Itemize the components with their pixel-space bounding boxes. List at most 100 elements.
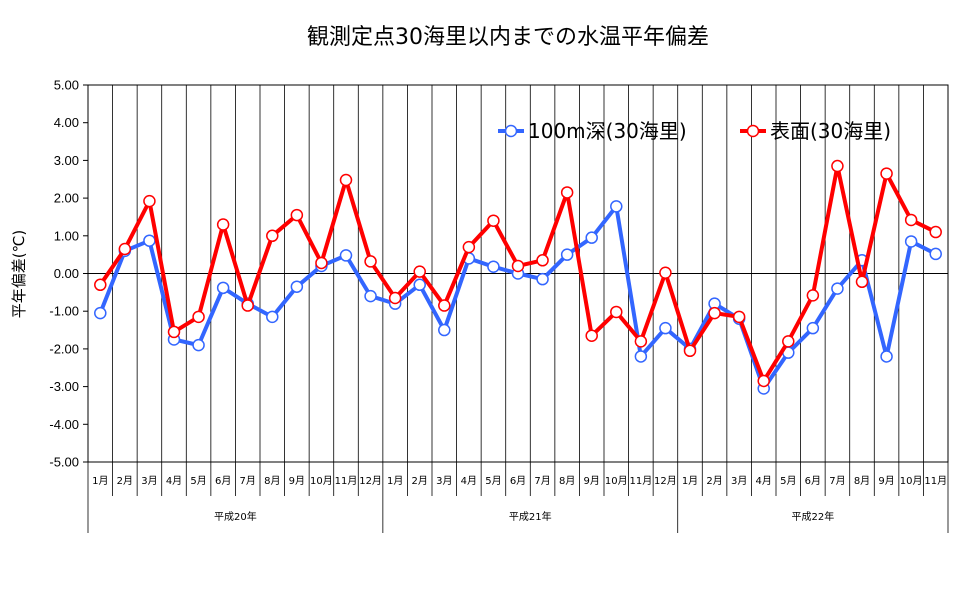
data-point — [560, 248, 574, 261]
data-point — [364, 289, 377, 303]
x-tick-label: 10月 — [310, 475, 333, 487]
x-tick-label: 11月 — [924, 475, 947, 487]
data-point — [487, 214, 500, 227]
data-point — [438, 323, 451, 337]
x-tick-label: 8月 — [264, 475, 280, 487]
x-tick-label: 9月 — [584, 475, 600, 487]
data-point — [167, 325, 181, 339]
x-tick-label: 2月 — [117, 475, 133, 487]
x-tick-label: 7月 — [240, 475, 256, 487]
data-point — [634, 350, 648, 363]
data-point — [610, 200, 623, 213]
data-point — [216, 281, 230, 295]
x-tick-label: 12月 — [359, 475, 382, 487]
data-point — [806, 289, 820, 302]
data-point — [143, 194, 156, 208]
series-1 — [94, 159, 942, 388]
data-point — [610, 305, 623, 319]
group-label: 平成22年 — [791, 510, 834, 523]
x-tick-label: 3月 — [731, 475, 747, 487]
data-point — [683, 344, 697, 358]
data-point — [364, 255, 377, 268]
x-tick-label: 11月 — [335, 475, 358, 487]
data-point — [290, 208, 304, 222]
axes: 5.00 4.00 3.00 2.00 1.00 0.00 -1.00 -2.00 -3.00 -… — [49, 78, 949, 533]
x-tick-label: 4月 — [756, 475, 772, 487]
data-point — [339, 249, 353, 262]
data-point — [462, 240, 476, 254]
legend: 100m深(30海里) 表面(30海里) — [498, 119, 891, 143]
data-point — [438, 299, 451, 312]
x-tick-label: 7月 — [829, 475, 845, 487]
data-point — [560, 186, 574, 199]
data-point — [855, 275, 869, 289]
data-point — [266, 310, 279, 324]
x-tick-label: 6月 — [805, 475, 821, 487]
data-point — [413, 265, 426, 278]
y-tick-label: -3.00 — [49, 379, 79, 394]
data-point — [708, 306, 721, 320]
data-point — [118, 242, 132, 256]
x-tick-label: 6月 — [215, 475, 231, 487]
data-point — [290, 280, 304, 293]
y-tick-label: 4.00 — [54, 115, 79, 130]
x-tick-label: 7月 — [534, 475, 550, 487]
x-tick-label: 8月 — [559, 475, 575, 487]
x-tick-label: 1月 — [387, 475, 403, 487]
data-point — [315, 256, 328, 270]
y-tick-label: 0.00 — [54, 266, 79, 281]
data-point — [388, 291, 402, 305]
y-tick-label: 1.00 — [54, 228, 79, 243]
x-tick-label: 11月 — [629, 475, 652, 487]
x-tick-label: 5月 — [190, 475, 206, 487]
x-tick-label: 5月 — [780, 475, 796, 487]
data-point — [904, 213, 918, 227]
x-tick-label: 6月 — [510, 475, 526, 487]
y-tick-label: 2.00 — [54, 191, 79, 206]
data-point — [585, 329, 598, 342]
legend-marker — [504, 124, 518, 138]
data-point — [880, 350, 893, 363]
x-tick-label: 2月 — [412, 475, 428, 487]
data-point — [192, 310, 205, 324]
y-tick-label: -2.00 — [49, 341, 79, 356]
x-tick-label: 1月 — [92, 475, 108, 487]
data-point — [511, 259, 525, 273]
data-point — [143, 234, 156, 247]
data-point — [831, 159, 844, 173]
legend-label: 100m深(30海里) — [528, 119, 687, 143]
data-point — [585, 231, 598, 244]
y-tick-label: -1.00 — [49, 304, 79, 319]
group-label: 平成20年 — [214, 510, 257, 523]
data-point — [487, 260, 500, 273]
data-point — [806, 321, 820, 335]
series-0 — [94, 200, 942, 395]
x-tick-label: 12月 — [654, 475, 677, 487]
legend-marker — [746, 124, 760, 138]
data-point — [757, 374, 770, 388]
data-point — [192, 338, 205, 352]
data-point — [732, 310, 746, 324]
data-point — [634, 335, 648, 348]
x-tick-label: 5月 — [485, 475, 501, 487]
x-tick-label: 8月 — [854, 475, 870, 487]
x-tick-label: 3月 — [141, 475, 157, 487]
y-tick-label: 3.00 — [54, 153, 79, 168]
data-point — [413, 278, 426, 292]
data-point — [241, 299, 254, 312]
data-point — [216, 218, 230, 231]
data-point — [929, 225, 942, 239]
x-tick-label: 4月 — [166, 475, 182, 487]
legend-label: 表面(30海里) — [770, 119, 891, 143]
group-label: 平成21年 — [509, 510, 552, 523]
x-tick-label: 1月 — [682, 475, 698, 487]
data-point — [536, 272, 549, 286]
data-point — [536, 254, 549, 267]
data-point — [94, 306, 107, 320]
data-point — [659, 321, 672, 335]
x-tick-label: 2月 — [706, 475, 722, 487]
data-point — [904, 235, 918, 248]
data-point — [929, 247, 942, 261]
x-tick-label: 3月 — [436, 475, 452, 487]
